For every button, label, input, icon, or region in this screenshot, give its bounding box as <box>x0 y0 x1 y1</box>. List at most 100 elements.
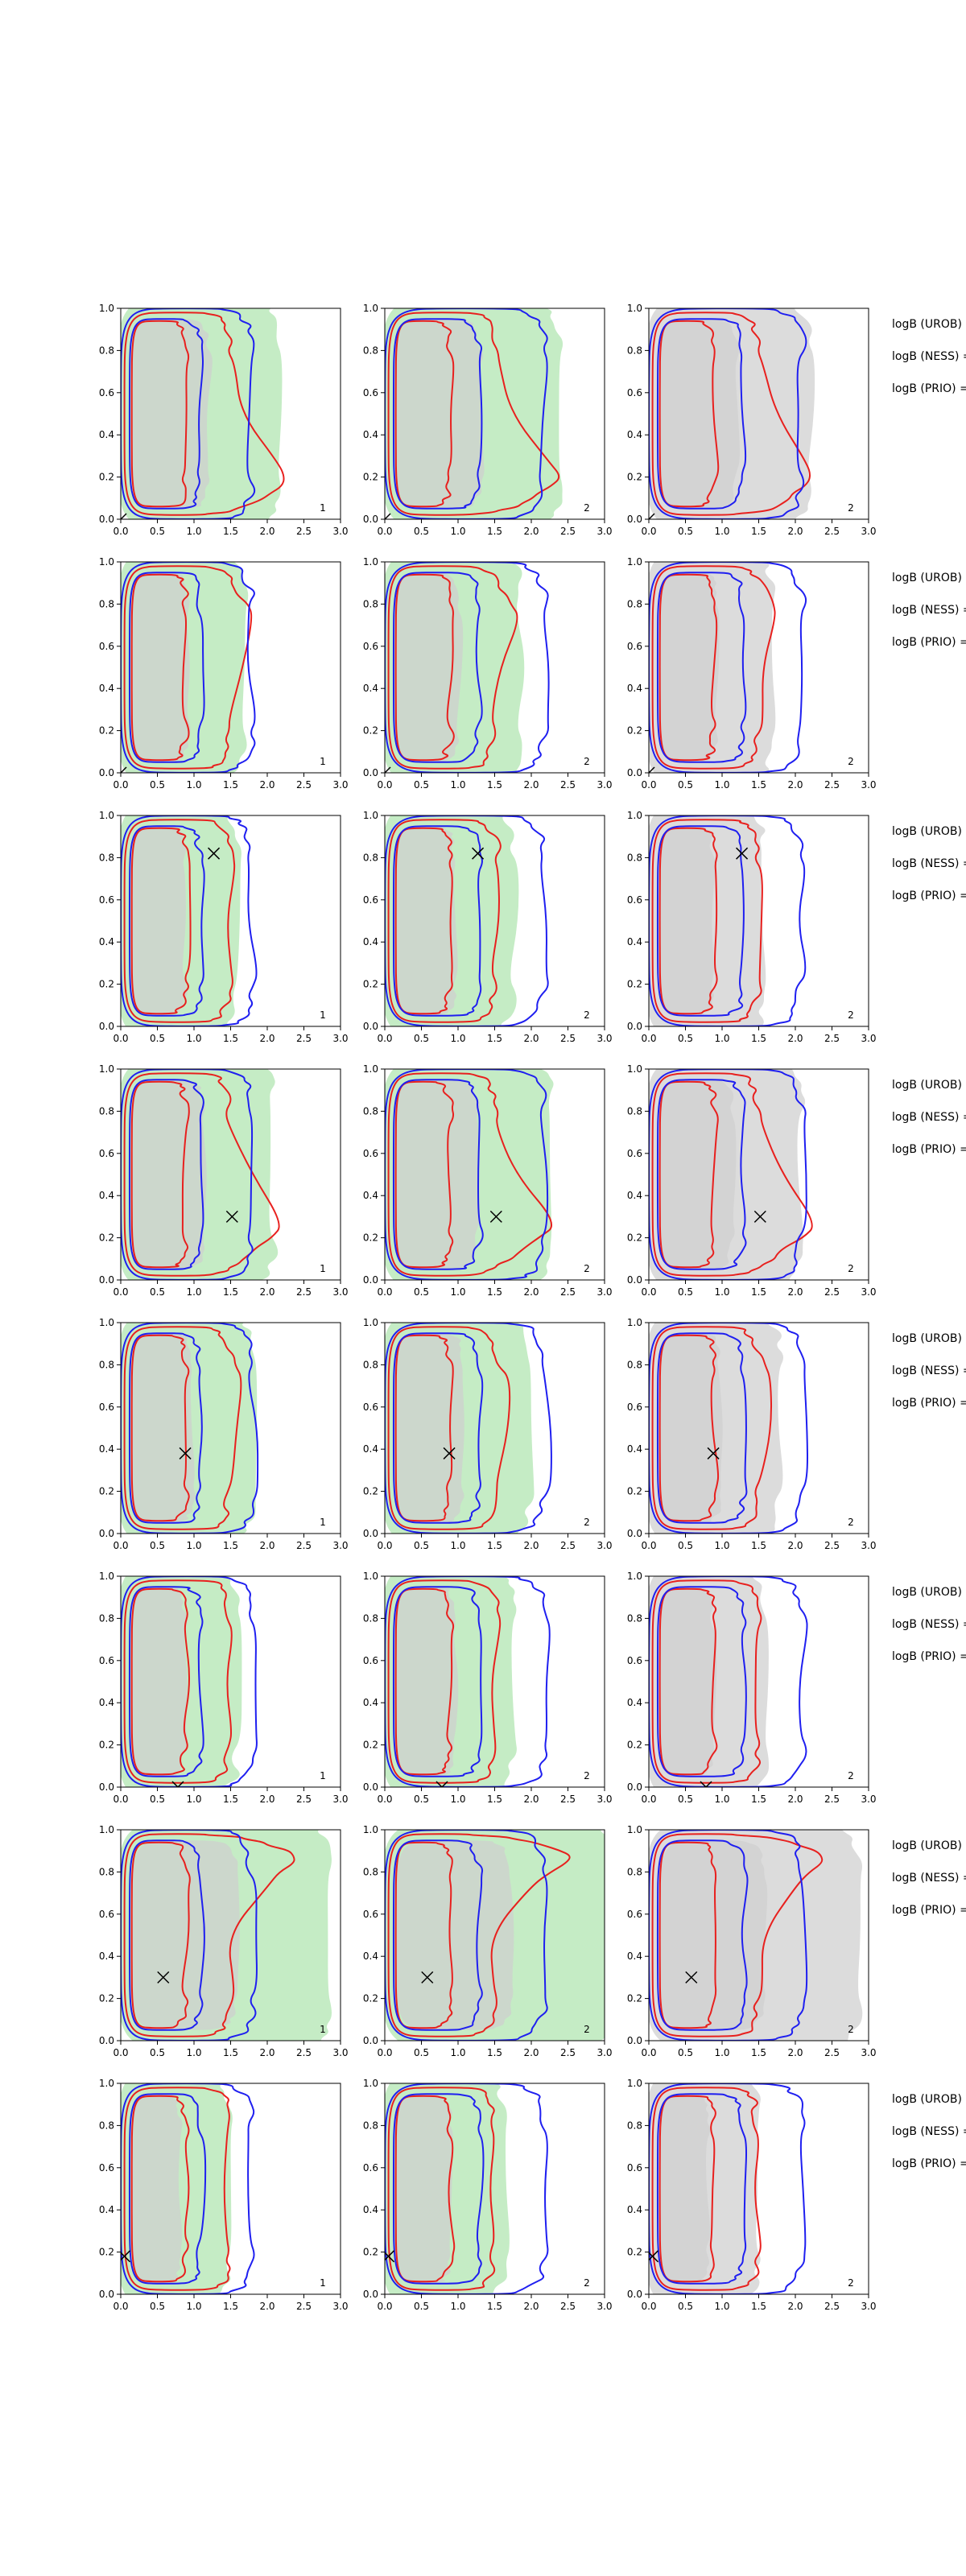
y-tick-label: 1.0 <box>99 1317 114 1328</box>
x-tick-label: 1.5 <box>487 526 502 537</box>
y-tick-label: 1.0 <box>363 1063 378 1075</box>
inner-fill-region <box>131 826 188 1016</box>
x-tick-label: 0.5 <box>678 2047 693 2058</box>
x-tick-label: 2.5 <box>560 2047 576 2058</box>
x-tick-label: 2.0 <box>259 779 275 791</box>
panel-r5-c2: 0.0 0.5 1.0 1.5 2.0 2.5 3.0 0.0 0.2 0.4 0.6 0.8 1.0 2 <box>363 1317 613 1551</box>
y-tick-label: 0.4 <box>363 2204 378 2215</box>
panel-r1-c2: 0.0 0.5 1.0 1.5 2.0 2.5 3.0 0.0 0.2 0.4 0.6 0.8 1.0 2 <box>363 303 613 537</box>
x-tick-label: 3.0 <box>861 779 876 791</box>
corner-label: 2 <box>584 1263 590 1274</box>
blue-contour-inner <box>128 1586 204 1777</box>
y-tick-label: 0.0 <box>627 1528 642 1539</box>
x-tick-label: 1.5 <box>751 526 766 537</box>
x-tick-label: 2.5 <box>824 526 840 537</box>
red-contour-outer <box>123 1833 295 2037</box>
y-tick-label: 0.4 <box>363 1190 378 1201</box>
x-tick-label: 3.0 <box>597 2301 612 2312</box>
side-label-logb: logB (UROB) = <box>892 1839 966 1852</box>
y-tick-label: 0.2 <box>363 472 378 483</box>
x-tick-label: 1.0 <box>714 526 729 537</box>
x-tick-label: 0.5 <box>414 1033 429 1044</box>
x-tick-label: 1.0 <box>186 1540 201 1551</box>
y-tick-label: 0.8 <box>627 1612 642 1624</box>
y-tick-label: 0.2 <box>363 725 378 737</box>
x-tick-label: 0.5 <box>678 1286 693 1298</box>
blue-contour-inner <box>392 318 483 510</box>
red-contour-inner <box>394 1334 454 1522</box>
red-contour-inner <box>394 2095 456 2283</box>
y-tick-label: 1.0 <box>363 2078 378 2089</box>
red-contour-outer <box>651 1579 762 1784</box>
x-tick-label: 1.5 <box>751 2301 766 2312</box>
panel-r8-c3: 0.0 0.5 1.0 1.5 2.0 2.5 3.0 0.0 0.2 0.4 0.6 0.8 1.0 2 <box>627 2078 877 2312</box>
x-tick-label: 1.0 <box>186 1033 201 1044</box>
x-tick-label: 1.0 <box>450 1286 465 1298</box>
x-tick-label: 3.0 <box>597 1033 612 1044</box>
y-tick-label: 0.2 <box>99 1740 114 1751</box>
x-tick-label: 1.5 <box>223 779 238 791</box>
corner-label: 2 <box>848 502 854 514</box>
blue-contour-inner <box>128 1079 204 1270</box>
side-label-logb: logB (UROB) = <box>892 825 966 838</box>
y-tick-label: 1.0 <box>99 1824 114 1835</box>
x-tick-label: 0.0 <box>113 1286 128 1298</box>
x-tick-label: 2.0 <box>787 2047 803 2058</box>
corner-label: 2 <box>584 756 590 767</box>
x-tick-label: 3.0 <box>861 2047 876 2058</box>
y-tick-label: 0.0 <box>363 2035 378 2046</box>
x-tick-label: 0.0 <box>113 2047 128 2058</box>
panel-r6-c2: 0.0 0.5 1.0 1.5 2.0 2.5 3.0 0.0 0.2 0.4 0.6 0.8 1.0 2 <box>363 1571 613 1805</box>
x-tick-label: 1.0 <box>186 779 201 791</box>
red-contour-outer <box>651 312 811 516</box>
y-tick-label: 0.4 <box>627 936 642 947</box>
x-tick-label: 2.5 <box>824 2047 840 2058</box>
x-tick-label: 1.0 <box>186 1286 201 1298</box>
y-tick-label: 0.2 <box>363 979 378 990</box>
y-tick-label: 1.0 <box>627 1063 642 1075</box>
side-label-logb: logB (UROB) = <box>892 318 966 331</box>
blue-contour-inner <box>656 1586 747 1777</box>
x-tick-label: 0.5 <box>414 2301 429 2312</box>
blue-contour-inner <box>656 2093 748 2285</box>
x-tick-label: 1.0 <box>450 1794 465 1805</box>
x-tick-label: 1.5 <box>223 1540 238 1551</box>
y-tick-label: 1.0 <box>363 1571 378 1582</box>
inner-fill-region <box>131 572 191 762</box>
x-tick-label: 2.5 <box>824 1286 840 1298</box>
x-tick-label: 3.0 <box>332 1033 348 1044</box>
corner-label: 2 <box>584 502 590 514</box>
corner-label: 2 <box>848 1517 854 1528</box>
y-tick-label: 0.2 <box>99 1232 114 1244</box>
inner-fill-region <box>131 1333 196 1523</box>
y-tick-label: 0.6 <box>363 1655 378 1666</box>
marker-x <box>121 2250 131 2263</box>
inner-fill-region <box>131 1080 207 1269</box>
inner-fill-region <box>659 572 720 762</box>
x-tick-label: 2.0 <box>787 1540 803 1551</box>
y-tick-label: 1.0 <box>363 556 378 568</box>
x-tick-label: 3.0 <box>332 526 348 537</box>
blue-contour-inner <box>128 318 204 510</box>
red-contour-outer <box>387 1833 571 2037</box>
y-tick-label: 0.0 <box>363 1021 378 1032</box>
y-tick-label: 0.8 <box>627 345 642 356</box>
y-tick-label: 0.4 <box>99 1697 114 1708</box>
x-tick-label: 1.5 <box>751 1794 766 1805</box>
inner-fill-region <box>395 572 464 762</box>
x-tick-label: 1.0 <box>714 2301 729 2312</box>
y-tick-label: 0.8 <box>627 1359 642 1370</box>
x-tick-label: 2.0 <box>787 1794 803 1805</box>
y-tick-label: 0.6 <box>627 641 642 652</box>
inner-fill-region <box>659 1080 737 1269</box>
y-tick-label: 0.2 <box>627 472 642 483</box>
y-tick-label: 0.4 <box>99 1443 114 1455</box>
y-tick-label: 0.0 <box>363 514 378 525</box>
x-tick-label: 1.0 <box>450 779 465 791</box>
x-tick-label: 2.0 <box>523 2047 539 2058</box>
marker-x <box>121 766 127 773</box>
x-tick-label: 3.0 <box>861 2301 876 2312</box>
x-tick-label: 1.5 <box>487 2301 502 2312</box>
x-tick-label: 0.0 <box>113 1033 128 1044</box>
x-tick-label: 0.5 <box>678 526 693 537</box>
